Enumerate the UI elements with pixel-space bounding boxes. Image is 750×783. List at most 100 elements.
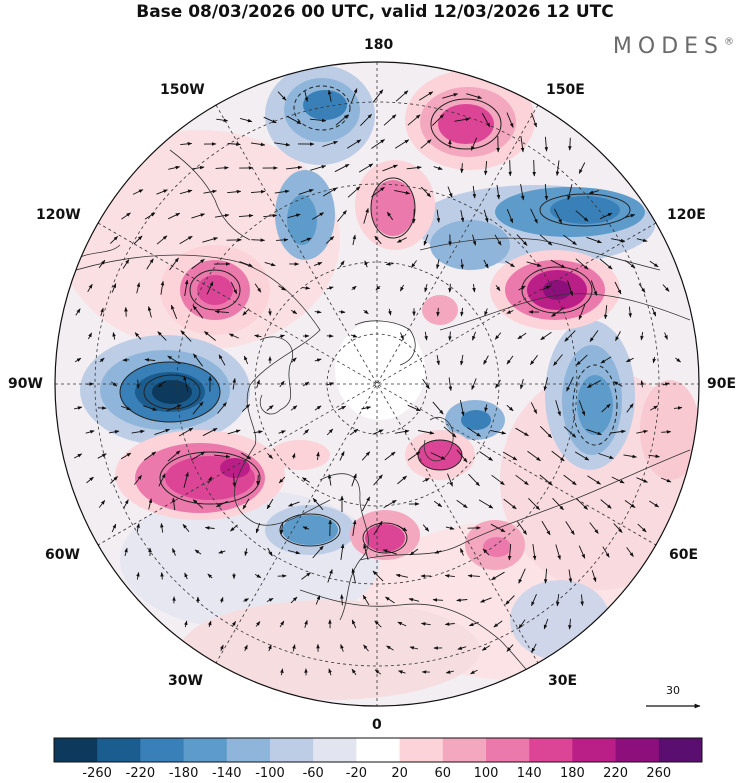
wind-vector <box>472 283 476 293</box>
colorbar-tick-label: 220 <box>603 766 629 781</box>
wind-vector <box>409 646 419 650</box>
wind-vector <box>242 308 250 316</box>
wind-vector <box>253 430 263 434</box>
wind-vector <box>651 307 657 317</box>
wind-vector <box>648 454 660 458</box>
contour <box>119 361 221 423</box>
wind-vector <box>241 452 252 460</box>
wind-vector <box>326 382 334 386</box>
wind-vector <box>482 548 490 556</box>
wind-vector <box>575 258 589 270</box>
lon-label-150e: 150E <box>546 82 585 98</box>
wind-vector <box>191 213 206 219</box>
positive-anomaly-110e <box>543 280 571 300</box>
wind-vector <box>328 668 332 676</box>
wind-vector <box>418 430 435 435</box>
wind-vector <box>436 259 440 270</box>
wind-vector <box>202 237 219 243</box>
wind-vector <box>448 331 452 341</box>
wind-vector <box>263 116 277 124</box>
wind-vector <box>386 211 394 221</box>
lon-label-0: 0 <box>372 717 382 733</box>
wind-vector <box>243 598 249 603</box>
wind-vector <box>111 523 117 533</box>
wind-vector <box>527 450 541 462</box>
wind-vector <box>338 405 347 411</box>
wind-vector <box>662 284 670 292</box>
colorbar-swatch <box>486 738 530 762</box>
wind-vector <box>361 496 371 512</box>
wind-vector <box>418 91 434 101</box>
colorbar-tick-label: -220 <box>125 766 156 781</box>
wind-vector <box>420 139 432 149</box>
wind-vector <box>531 112 537 128</box>
wind-vector <box>217 402 227 414</box>
wind-vector <box>184 279 189 296</box>
wind-vector <box>396 524 408 532</box>
wind-vector <box>652 357 656 364</box>
colorbar-tick-label: -20 <box>345 766 368 781</box>
wind-vector <box>204 526 215 530</box>
coastline <box>439 293 691 331</box>
wind-vector <box>640 331 644 341</box>
wind-vector <box>539 474 553 486</box>
wind-vector <box>468 621 479 627</box>
wind-vector <box>576 498 588 510</box>
wind-vector <box>506 112 514 128</box>
wind-vector <box>623 454 637 459</box>
wind-vector <box>544 183 549 201</box>
wind-vector <box>241 404 251 412</box>
wind-vector <box>420 622 431 626</box>
wind-vector <box>327 89 332 102</box>
wind-vector <box>122 259 130 269</box>
wind-vector <box>168 165 181 170</box>
wind-vector <box>396 237 407 243</box>
wind-vector <box>589 330 599 342</box>
lon-label-150w: 150W <box>160 82 205 98</box>
colorbar-swatch <box>399 738 444 762</box>
wind-vector <box>112 332 116 340</box>
wind-vector <box>340 594 344 606</box>
wind-vector <box>136 571 140 580</box>
wind-vector <box>136 379 140 389</box>
wind-vector <box>97 453 107 459</box>
lon-label-30w: 30W <box>168 673 203 689</box>
lon-label-60w: 60W <box>45 547 80 563</box>
wind-vector <box>495 379 501 389</box>
wind-vector <box>243 355 249 365</box>
wind-vector <box>518 568 526 584</box>
wind-vector <box>169 257 179 271</box>
positive-anomaly-10e <box>365 524 405 552</box>
contour <box>430 98 502 150</box>
wind-vector <box>481 112 491 128</box>
wind-vector <box>599 212 613 220</box>
negative-anomaly-90e <box>577 375 613 435</box>
wind-vector <box>483 259 489 269</box>
modes-logo: MODES® <box>613 34 734 59</box>
wind-vector <box>431 114 445 126</box>
wind-vector <box>457 646 467 650</box>
wind-vector <box>626 547 634 557</box>
wind-vector <box>626 403 634 413</box>
wind-vector <box>589 522 599 534</box>
wind-vector <box>86 476 94 484</box>
wind-vector <box>266 405 274 411</box>
wind-vector <box>445 526 455 530</box>
wind-vector <box>267 453 273 459</box>
wind-vector <box>133 235 143 245</box>
wind-vector <box>615 331 621 342</box>
wind-vector <box>407 404 421 412</box>
wind-vector <box>184 620 188 628</box>
wind-vector <box>156 235 168 245</box>
wind-vector <box>168 212 181 220</box>
wind-vector <box>214 309 229 314</box>
colorbar-swatch <box>356 738 401 762</box>
wind-vector <box>312 497 324 510</box>
wind-vector <box>518 619 526 629</box>
colorbar-tick-label: -100 <box>255 766 285 781</box>
wind-vector <box>300 237 312 243</box>
wind-vector <box>399 332 405 340</box>
wind-vector <box>505 260 515 268</box>
wind-vector <box>251 238 266 242</box>
